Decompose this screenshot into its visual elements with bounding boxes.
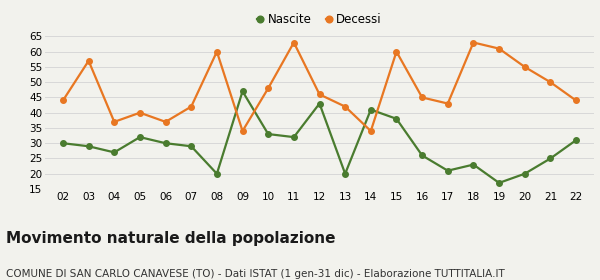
Decessi <box>59 99 67 102</box>
Nascite <box>470 163 477 166</box>
Decessi <box>572 99 580 102</box>
Decessi <box>316 93 323 96</box>
Decessi <box>393 50 400 53</box>
Nascite <box>496 181 503 185</box>
Decessi <box>213 50 220 53</box>
Nascite <box>316 102 323 105</box>
Decessi <box>136 111 143 114</box>
Nascite <box>85 144 92 148</box>
Text: COMUNE DI SAN CARLO CANAVESE (TO) - Dati ISTAT (1 gen-31 dic) - Elaborazione TUT: COMUNE DI SAN CARLO CANAVESE (TO) - Dati… <box>6 269 505 279</box>
Decessi <box>496 47 503 50</box>
Nascite <box>367 108 374 111</box>
Decessi <box>188 105 195 108</box>
Decessi <box>521 65 529 69</box>
Nascite <box>572 139 580 142</box>
Nascite <box>290 136 298 139</box>
Decessi <box>341 105 349 108</box>
Nascite <box>213 172 220 175</box>
Decessi <box>470 41 477 44</box>
Decessi <box>265 87 272 90</box>
Legend: Nascite, Decessi: Nascite, Decessi <box>253 9 386 31</box>
Nascite <box>341 172 349 175</box>
Nascite <box>393 117 400 120</box>
Decessi <box>110 120 118 123</box>
Nascite <box>136 136 143 139</box>
Nascite <box>162 141 169 145</box>
Nascite <box>239 90 246 93</box>
Decessi <box>239 129 246 133</box>
Decessi <box>367 129 374 133</box>
Decessi <box>85 59 92 62</box>
Decessi <box>444 102 451 105</box>
Nascite <box>265 132 272 136</box>
Decessi <box>162 120 169 123</box>
Nascite <box>521 172 529 175</box>
Text: Movimento naturale della popolazione: Movimento naturale della popolazione <box>6 231 335 246</box>
Nascite <box>547 157 554 160</box>
Nascite <box>188 144 195 148</box>
Decessi <box>290 41 298 44</box>
Decessi <box>547 81 554 84</box>
Nascite <box>444 169 451 172</box>
Decessi <box>419 96 426 99</box>
Nascite <box>110 151 118 154</box>
Line: Nascite: Nascite <box>60 88 579 186</box>
Nascite <box>419 154 426 157</box>
Nascite <box>59 141 67 145</box>
Line: Decessi: Decessi <box>60 40 579 134</box>
